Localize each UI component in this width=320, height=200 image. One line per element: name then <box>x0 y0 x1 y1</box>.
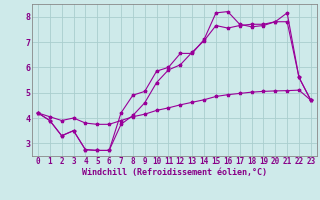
X-axis label: Windchill (Refroidissement éolien,°C): Windchill (Refroidissement éolien,°C) <box>82 168 267 177</box>
